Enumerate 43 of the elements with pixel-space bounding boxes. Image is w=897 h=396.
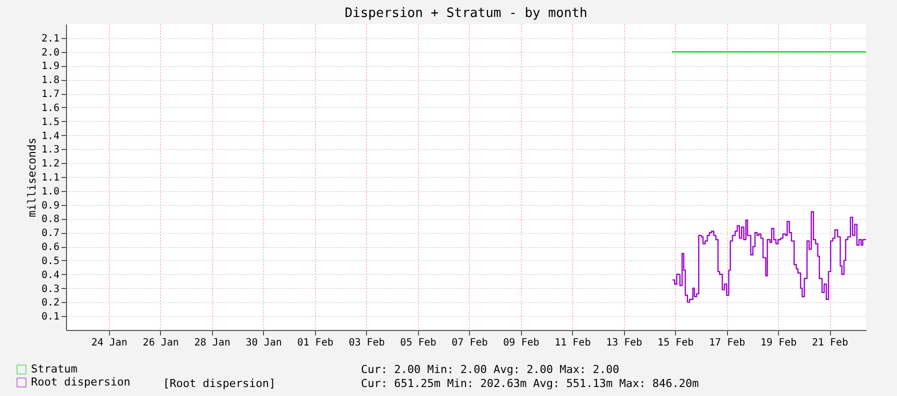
y-tick-label: 0.8 (41, 214, 60, 226)
x-tick-label: 28 Jan (194, 338, 230, 348)
y-tick-label: 1.0 (41, 186, 60, 198)
text: Cur: 2.00 Min: 2.00 Avg: 2.00 Max: 2.00 (361, 363, 620, 376)
y-tick-label: 1.3 (41, 144, 60, 156)
x-tick-label: 11 Feb (554, 338, 591, 348)
x-tick-label: 15 Feb (658, 338, 694, 348)
y-tick-label: 1.1 (41, 172, 60, 184)
legend-label: Stratum (31, 362, 78, 376)
y-tick-label: 0.5 (41, 256, 60, 267)
y-tick-label: 0.7 (41, 228, 60, 240)
x-tick-label: 01 Feb (297, 338, 334, 348)
x-tick-label: 19 Feb (760, 338, 797, 348)
y-tick-label: 1.2 (41, 158, 60, 170)
y-tick-label: 2.0 (41, 47, 60, 58)
x-tick-label: 03 Feb (348, 338, 385, 348)
y-tick-label: 1.4 (41, 130, 60, 142)
y-tick-label: 1.8 (41, 75, 60, 86)
y-tick-label: 0.2 (41, 298, 60, 309)
text: [Root dispersion] (163, 377, 276, 390)
chart-title: Dispersion + Stratum - by month (344, 6, 588, 21)
x-tick-label: 17 Feb (709, 338, 746, 348)
y-tick-label: 1.9 (41, 61, 60, 72)
y-tick-label: 1.6 (41, 102, 60, 114)
x-tick-label: 24 Jan (91, 338, 128, 348)
y-tick-label: 0.9 (41, 200, 60, 212)
y-tick-label: 0.3 (41, 284, 60, 295)
x-tick-label: 13 Feb (606, 338, 642, 348)
y-tick-label: 0.6 (41, 242, 60, 254)
x-tick-label: 21 Feb (812, 338, 848, 348)
y-axis-title: milliseconds (25, 138, 38, 218)
x-tick-label: 09 Feb (503, 338, 540, 348)
x-tick-label: 05 Feb (400, 338, 436, 348)
y-tick-label: 0.4 (41, 270, 60, 281)
text: Cur: 651.25m Min: 202.63m Avg: 551.13m Max: 846.20m (361, 377, 700, 390)
legend-label: Root dispersion (31, 376, 130, 388)
y-tick-label: 0.1 (41, 312, 60, 323)
y-tick-label: 1.5 (41, 116, 60, 128)
x-tick-label: 07 Feb (452, 338, 488, 348)
x-tick-label: 30 Jan (246, 338, 282, 348)
x-tick-label: 26 Jan (142, 338, 179, 348)
y-tick-label: 1.7 (41, 89, 60, 100)
y-tick-label: 2.1 (41, 33, 60, 44)
